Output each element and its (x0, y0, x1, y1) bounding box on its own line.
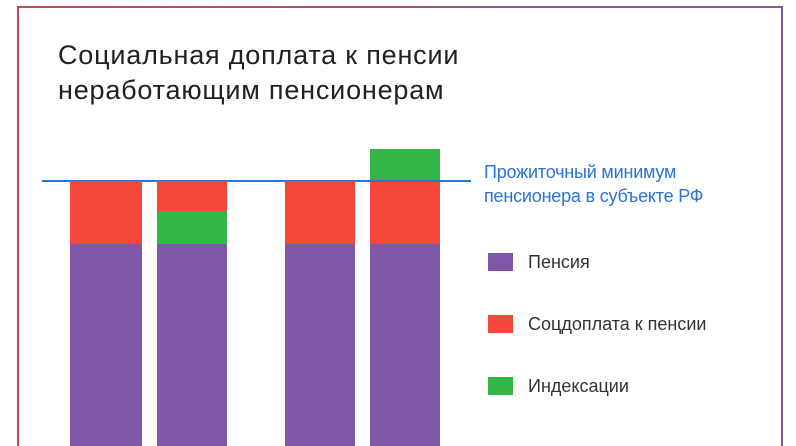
frame-border-right (781, 6, 783, 446)
bar-segment-pension (285, 244, 355, 446)
legend-label-pension: Пенсия (528, 251, 590, 272)
bar-segment-pension (70, 244, 142, 446)
bar-segment-supplement (285, 181, 355, 244)
legend-item-indexation: Индексации (488, 375, 706, 396)
bar-segment-indexation (370, 149, 440, 180)
frame-border-left (17, 6, 19, 446)
legend-swatch-supplement (488, 315, 513, 333)
threshold-label: Прожиточный минимум пенсионера в субъект… (484, 162, 704, 206)
legend-swatch-indexation (488, 377, 513, 395)
bar-segment-supplement (70, 181, 142, 244)
bar-segment-pension (157, 244, 227, 446)
bar-segment-pension (370, 244, 440, 446)
bar-segment-indexation (157, 211, 227, 244)
frame-border-top (17, 6, 783, 8)
bar-segment-supplement (370, 182, 440, 244)
legend-swatch-pension (488, 253, 513, 271)
legend-item-pension: Пенсия (488, 251, 706, 272)
legend-label-supplement: Соцдоплата к пенсии (528, 313, 707, 334)
threshold-line (42, 180, 471, 182)
legend: Пенсия Соцдоплата к пенсии Индексации (488, 251, 707, 439)
bar-segment-supplement (157, 181, 227, 211)
legend-item-supplement: Соцдоплата к пенсии (488, 313, 707, 334)
legend-label-indexation: Индексации (528, 375, 629, 396)
chart-title: Социальная доплата к пенсии неработающим… (58, 40, 460, 105)
